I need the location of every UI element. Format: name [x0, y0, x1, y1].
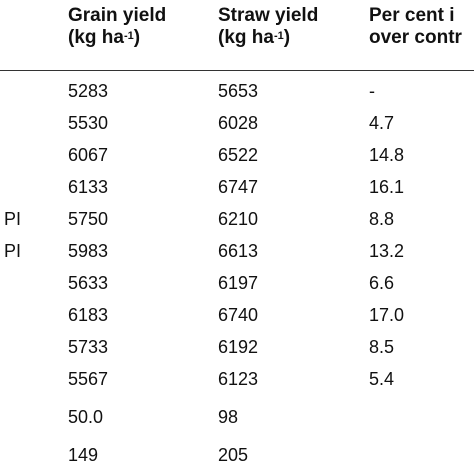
cell-straw-yield: 6613 [218, 241, 259, 261]
cell-grain-yield: 5733 [68, 337, 109, 357]
header-grain-close: ) [133, 27, 141, 48]
cell-per-cent: 6.6 [369, 273, 395, 293]
cell-straw-yield: 6123 [218, 369, 259, 389]
header-divider [0, 70, 474, 71]
cell-grain-yield: 5567 [68, 369, 109, 389]
header-grain-yield: Grain yield (kg ha-1) [68, 5, 166, 49]
table-row: 6183 6740 17.0 [0, 302, 474, 334]
cell-straw-yield: 6210 [218, 209, 259, 229]
cell-per-cent: 8.5 [369, 337, 395, 357]
table-row: 5530 6028 4.7 [0, 110, 474, 142]
cell-grain-yield: 5633 [68, 273, 109, 293]
cell-per-cent: 13.2 [369, 241, 405, 261]
cell-grain-yield: 5530 [68, 113, 109, 133]
cell-per-cent: 17.0 [369, 305, 405, 325]
header-straw-unit: (kg ha [218, 27, 274, 48]
cell-per-cent: 14.8 [369, 145, 405, 165]
cell-grain-yield: 50.0 [68, 407, 104, 427]
table-row: 5733 6192 8.5 [0, 334, 474, 366]
cell-straw-yield: 98 [218, 407, 239, 427]
header-straw-sup: -1 [273, 30, 284, 42]
cell-straw-yield: 205 [218, 445, 249, 465]
cell-straw-yield: 6192 [218, 337, 259, 357]
cell-grain-yield: 6183 [68, 305, 109, 325]
cell-grain-yield: 5283 [68, 81, 109, 101]
header-grain-unit: (kg ha [68, 27, 124, 48]
cell-straw-yield: 6197 [218, 273, 259, 293]
cell-per-cent: 4.7 [369, 113, 395, 133]
table-row: 50.0 98 [0, 404, 474, 436]
table-row: 5633 6197 6.6 [0, 270, 474, 302]
table-row: 149 205 [0, 442, 474, 474]
cell-straw-yield: 6747 [218, 177, 259, 197]
cell-grain-yield: 149 [68, 445, 99, 465]
cell-grain-yield: 5983 [68, 241, 109, 261]
header-straw-line1: Straw yield [218, 5, 319, 26]
cell-grain-yield: 6067 [68, 145, 109, 165]
header-pct-line2: over contr [369, 27, 462, 48]
header-pct-line1: Per cent i [369, 5, 455, 26]
header-straw-close: ) [283, 27, 291, 48]
cell-straw-yield: 6740 [218, 305, 259, 325]
header-grain-line2: (kg ha-1) [68, 27, 166, 49]
cell-treatment: PI [4, 209, 22, 229]
header-per-cent: Per cent i over contr [369, 5, 462, 49]
header-grain-line1: Grain yield [68, 5, 167, 26]
table-row: 5567 6123 5.4 [0, 366, 474, 398]
cell-grain-yield: 6133 [68, 177, 109, 197]
cell-treatment: PI [4, 241, 22, 261]
header-straw-yield: Straw yield (kg ha-1) [218, 5, 318, 49]
header-straw-line2: (kg ha-1) [218, 27, 318, 49]
table-row: 5283 5653 - [0, 78, 474, 110]
cell-straw-yield: 6028 [218, 113, 259, 133]
cell-straw-yield: 5653 [218, 81, 259, 101]
cell-straw-yield: 6522 [218, 145, 259, 165]
table-row: 6067 6522 14.8 [0, 142, 474, 174]
cell-per-cent: 5.4 [369, 369, 395, 389]
cell-per-cent: 16.1 [369, 177, 405, 197]
table-body: 5283 5653 - 5530 6028 4.7 6067 6522 14.8… [0, 78, 474, 474]
table-row: 6133 6747 16.1 [0, 174, 474, 206]
cell-per-cent: - [369, 81, 375, 101]
table-row: PI 5983 6613 13.2 [0, 238, 474, 270]
table-row: PI 5750 6210 8.8 [0, 206, 474, 238]
cell-grain-yield: 5750 [68, 209, 109, 229]
cell-per-cent: 8.8 [369, 209, 395, 229]
header-grain-sup: -1 [123, 30, 134, 42]
